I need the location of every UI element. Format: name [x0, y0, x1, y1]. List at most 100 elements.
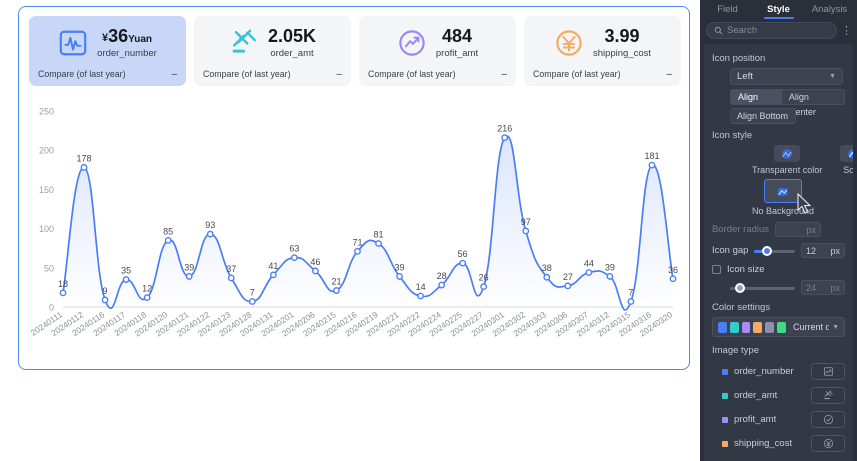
svg-text:12: 12 [142, 284, 152, 294]
gavel-icon[interactable] [811, 387, 845, 404]
svg-text:39: 39 [184, 262, 194, 272]
image-type-row[interactable]: shipping_cost [712, 435, 845, 452]
icon-size-slider[interactable] [730, 282, 795, 293]
svg-text:37: 37 [226, 264, 236, 274]
icon-style-transparent[interactable]: Transparent color [752, 145, 822, 175]
align-top-button[interactable]: Align Top [730, 89, 782, 117]
kpi-label: order_number [97, 47, 157, 59]
icon-size-slider-row: 24 px [712, 280, 845, 295]
image-type-row[interactable]: order_amt [712, 387, 845, 404]
image-type-list: order_number order_amt profit_amt shipping_… [712, 363, 845, 452]
tab-analysis[interactable]: Analysis [811, 3, 848, 15]
icon-size-label: Icon size [727, 264, 765, 275]
transparent-color-caption: Transparent color [752, 165, 823, 175]
svg-text:178: 178 [77, 153, 92, 163]
icon-gap-slider[interactable] [754, 245, 795, 256]
color-scheme-name: Current d... [792, 322, 830, 332]
kpi-card-text: 484 profit_amt [436, 27, 478, 59]
kpi-card-top: 484 profit_amt [359, 16, 516, 66]
icon-gap-knob[interactable] [761, 245, 772, 256]
kpi-label: shipping_cost [592, 47, 652, 59]
check-circle-icon[interactable] [811, 411, 845, 428]
kpi-compare-row: Compare (of last year) – [194, 66, 351, 86]
svg-text:200: 200 [39, 146, 54, 156]
series-color-dot [722, 368, 728, 375]
kpi-compare-value: – [336, 68, 342, 80]
kpi-card-shipping-cost[interactable]: 3.99 shipping_cost Compare (of last year) – [524, 16, 681, 86]
color-chip-5 [777, 321, 786, 333]
search-icon [714, 26, 723, 35]
icon-align-group-row1: Align Top Align Center [730, 89, 845, 117]
color-chip-4 [765, 321, 775, 333]
yuan-circle-icon[interactable] [811, 435, 845, 452]
kpi-compare-value: – [501, 68, 507, 80]
svg-text:38: 38 [542, 263, 552, 273]
solid-swatch[interactable] [840, 145, 853, 162]
svg-text:71: 71 [352, 237, 362, 247]
kpi-card-order-amt[interactable]: 2.05K order_amt Compare (of last year) – [194, 16, 351, 86]
icon-position-select[interactable]: Left ▼ [730, 68, 843, 85]
svg-text:7: 7 [250, 288, 255, 298]
kpi-card-order-number[interactable]: ¥36Yuan order_number Compare (of last year… [29, 16, 186, 86]
icon-style-nobackground[interactable]: No Background [752, 179, 814, 216]
image-type-row[interactable]: profit_amt [712, 411, 845, 428]
align-bottom-button[interactable]: Align Bottom [730, 108, 797, 124]
color-chip-1 [729, 321, 739, 333]
kpi-label: profit_amt [435, 47, 479, 59]
svg-text:100: 100 [39, 224, 54, 234]
transparent-color-swatch[interactable] [774, 145, 801, 162]
color-scheme-select[interactable]: Current d... ▼ [712, 317, 845, 337]
icon-style-options-row2: No Background [752, 179, 845, 216]
panel-tabs: Field Style Analysis [700, 0, 857, 18]
border-radius-input[interactable]: px [775, 222, 822, 237]
no-background-caption: No Background [752, 206, 815, 216]
tab-field[interactable]: Field [717, 3, 738, 15]
svg-text:216: 216 [497, 124, 512, 134]
kpi-compare-label: Compare (of last year) [533, 69, 621, 79]
kpi-card-profit-amt[interactable]: 484 profit_amt Compare (of last year) – [359, 16, 516, 86]
kpi-value: 2.05K [267, 26, 317, 47]
icon-gap-value: 12 [806, 245, 817, 256]
chevron-down-icon: ▼ [829, 73, 836, 80]
tab-style[interactable]: Style [753, 1, 804, 18]
line-chart[interactable]: 0 50 100 150 200 250 18 178 9 35 12 85 39 93 37 7 41 63 46… [19, 89, 691, 369]
svg-text:56: 56 [458, 249, 468, 259]
series-color-dot [722, 440, 728, 447]
svg-text:14: 14 [416, 282, 426, 292]
icon-position-label: Icon position [712, 53, 766, 64]
svg-text:97: 97 [521, 217, 531, 227]
series-name: profit_amt [734, 414, 777, 425]
kpi-card-top: 2.05K order_amt [194, 16, 351, 66]
svg-text:39: 39 [605, 262, 615, 272]
icon-gap-input[interactable]: 12 px [801, 243, 845, 258]
color-chip-3 [753, 321, 763, 333]
kpi-chart-widget[interactable]: ¥36Yuan order_number Compare (of last year… [18, 6, 690, 370]
icon-size-input[interactable]: 24 px [801, 280, 845, 295]
svg-text:85: 85 [163, 226, 173, 236]
svg-text:150: 150 [39, 185, 54, 195]
image-swatch-icon [848, 148, 853, 159]
color-settings-label: Color settings [712, 302, 771, 313]
align-center-button[interactable]: Align Center [781, 89, 845, 117]
svg-text:63: 63 [289, 244, 299, 254]
kpi-compare-value: – [666, 68, 672, 80]
search-input[interactable]: Search [706, 22, 837, 39]
icon-size-track [730, 286, 795, 290]
icon-size-fill [730, 286, 738, 290]
no-background-swatch[interactable] [764, 179, 803, 203]
panel-more-icon[interactable]: ⋮ [841, 24, 852, 37]
image-frame-icon[interactable] [811, 363, 845, 380]
image-type-row[interactable]: order_number [712, 363, 845, 380]
svg-text:35: 35 [121, 266, 131, 276]
image-swatch-icon [782, 148, 792, 159]
svg-text:39: 39 [395, 262, 405, 272]
chevron-down-icon: ▼ [832, 323, 840, 331]
icon-size-checkbox[interactable] [712, 265, 721, 274]
search-placeholder: Search [727, 25, 758, 36]
icon-style-solid[interactable]: Solid [840, 145, 853, 175]
svg-text:181: 181 [644, 151, 659, 161]
border-radius-unit: px [806, 224, 817, 235]
kpi-card-row: ¥36Yuan order_number Compare (of last year… [29, 16, 681, 86]
icon-size-knob[interactable] [735, 282, 746, 293]
